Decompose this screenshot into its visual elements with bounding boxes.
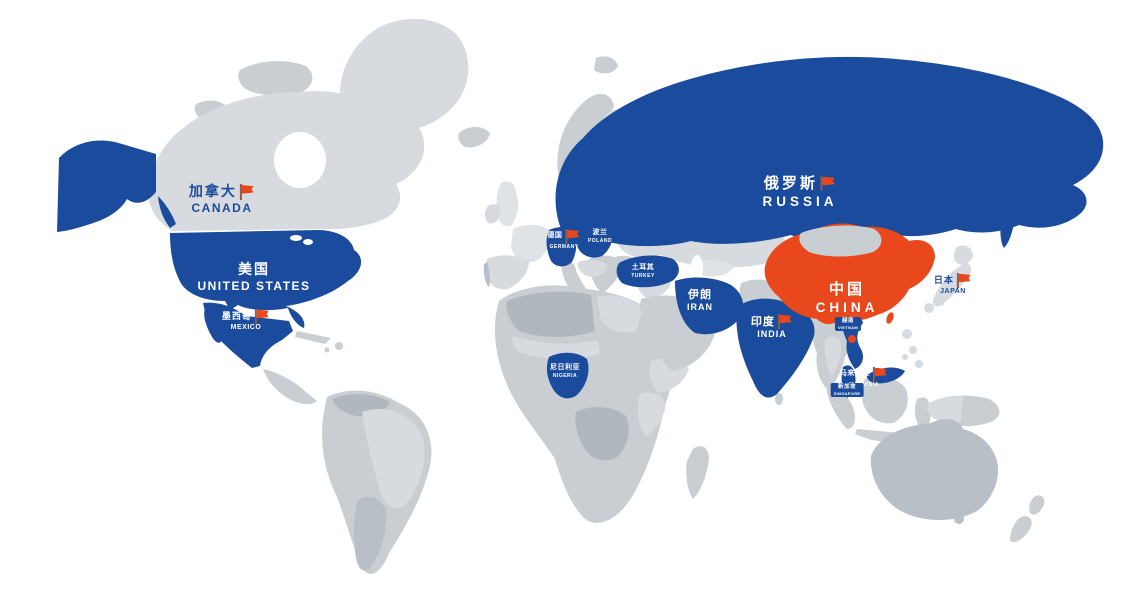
region-united-states — [170, 230, 362, 328]
region-africa — [494, 285, 709, 523]
nigeria-zh-row: 尼日利亚 — [550, 364, 580, 373]
iran-zh-row: 伊朗 — [687, 288, 713, 302]
united-states-en-name: UNITED STATES — [197, 278, 311, 293]
region-russia — [555, 56, 1104, 248]
flag-icon — [565, 229, 580, 245]
region-greenland — [339, 18, 469, 132]
india-en-name: INDIA — [757, 329, 787, 340]
germany-zh-name: 德国 — [547, 232, 563, 240]
country-label-nigeria: 尼日利亚 NIGERIA — [550, 364, 580, 379]
russia-zh-row: 俄罗斯 — [762, 174, 837, 193]
country-label-india: 印度 INDIA — [751, 314, 793, 341]
country-label-japan: 日本 JAPAN — [934, 273, 972, 297]
country-label-germany: 德国 GERMANY — [547, 229, 580, 251]
flag-icon — [254, 309, 270, 325]
india-zh-row: 印度 — [750, 314, 793, 330]
vietnam-zh-name: 越南 — [841, 318, 855, 324]
region-nigeria — [546, 352, 589, 399]
country-label-turkey: 土耳其 TURKEY — [631, 264, 655, 279]
country-label-vietnam: 越南 VIETNAM — [834, 317, 862, 332]
japan-en-name: JAPAN — [940, 288, 966, 296]
hainan — [848, 335, 856, 343]
malaysia-zh-row: 马来西亚 — [839, 367, 888, 383]
canada-zh-row: 加拿大 — [189, 183, 255, 201]
region-central-america — [263, 331, 343, 405]
country-label-united-states: 美国 UNITED STATES — [197, 261, 310, 294]
country-label-iran: 伊朗 IRAN — [687, 288, 713, 314]
nigeria-zh-name: 尼日利亚 — [550, 364, 580, 371]
country-label-russia: 俄罗斯 RUSSIA — [762, 174, 837, 210]
russia-en-name: RUSSIA — [762, 194, 838, 210]
flag-icon — [956, 273, 972, 289]
germany-en-name: GERMANY — [549, 244, 579, 251]
germany-zh-row: 德国 — [547, 229, 580, 245]
malaysia-zh-name: 马来西亚 — [839, 370, 870, 378]
poland-zh-name: 波兰 — [592, 229, 608, 236]
china-zh-row: 中国 — [816, 280, 879, 299]
turkey-zh-row: 土耳其 — [631, 264, 655, 273]
great-lakes — [290, 235, 313, 245]
japan-zh-row: 日本 — [933, 273, 972, 289]
canada-zh-name: 加拿大 — [188, 183, 237, 199]
region-india — [736, 298, 815, 398]
iran-en-name: IRAN — [687, 302, 713, 313]
hudson-bay — [274, 132, 326, 188]
country-label-canada: 加拿大 CANADA — [189, 183, 255, 216]
united-states-zh-name: 美国 — [238, 261, 270, 277]
country-label-malaysia: 马来西亚 MALAYSIA — [840, 367, 888, 389]
flag-icon — [820, 176, 836, 192]
china-zh-name: 中国 — [828, 281, 865, 298]
singapore-en-name: SINGAPORE — [833, 391, 861, 397]
russia-zh-name: 俄罗斯 — [763, 175, 818, 192]
caspian-sea — [691, 255, 703, 281]
region-canada — [148, 91, 425, 231]
mexico-zh-row: 墨西哥 — [221, 309, 270, 325]
region-southeast-asia — [775, 307, 1000, 450]
turkey-zh-name: 土耳其 — [631, 264, 655, 271]
japan-zh-name: 日本 — [933, 274, 954, 285]
iran-zh-name: 伊朗 — [688, 289, 712, 301]
country-label-poland: 波兰 POLAND — [588, 229, 612, 244]
nigeria-en-name: NIGERIA — [552, 372, 578, 379]
region-alaska-usa — [57, 140, 176, 232]
region-turkey — [616, 255, 679, 288]
country-label-china: 中国 CHINA — [816, 280, 879, 316]
malaysia-en-name: MALAYSIA — [849, 382, 879, 389]
flag-icon — [239, 184, 255, 200]
united-states-zh-row: 美国 — [197, 261, 310, 279]
mexico-zh-name: 墨西哥 — [221, 310, 252, 321]
region-mongolia — [799, 225, 882, 257]
flag-icon — [777, 314, 793, 330]
region-iran — [675, 277, 744, 335]
vietnam-zh-row: 越南 — [838, 318, 858, 325]
china-en-name: CHINA — [815, 300, 879, 316]
region-australia-nz — [870, 419, 1045, 543]
singapore-zh-row: 新加坡 — [834, 384, 861, 391]
flag-icon — [872, 367, 888, 383]
canada-en-name: CANADA — [191, 200, 253, 215]
country-label-singapore: 新加坡 SINGAPORE — [830, 383, 864, 398]
region-south-america — [322, 390, 432, 574]
poland-en-name: POLAND — [587, 237, 613, 244]
india-zh-name: 印度 — [750, 315, 775, 328]
turkey-en-name: TURKEY — [631, 272, 655, 279]
vietnam-en-name: VIETNAM — [837, 325, 859, 331]
country-label-mexico: 墨西哥 MEXICO — [222, 309, 270, 333]
taiwan — [886, 312, 894, 324]
singapore-zh-name: 新加坡 — [837, 384, 856, 390]
mexico-en-name: MEXICO — [230, 324, 262, 332]
poland-zh-row: 波兰 — [588, 229, 612, 238]
region-mexico — [203, 302, 293, 368]
